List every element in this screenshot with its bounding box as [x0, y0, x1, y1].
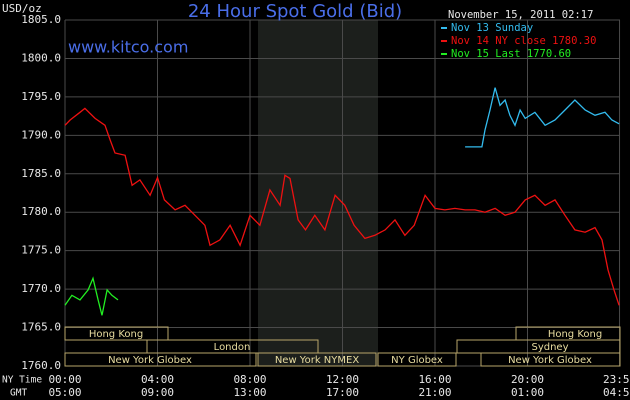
x-tick-label-gmt: 01:00 [511, 386, 544, 399]
session-label: New York NYMEX [275, 355, 360, 366]
nymex-shade [258, 20, 378, 366]
y-tick-label: 1775.0 [21, 244, 61, 257]
session-label: Hong Kong [548, 329, 602, 340]
session-label: NY Globex [391, 355, 443, 366]
y-axis-label: USD/oz [2, 2, 42, 15]
session-box [257, 352, 377, 367]
legend-label: Nov 13 Sunday [451, 22, 533, 34]
y-tick-label: 1780.0 [21, 205, 61, 218]
x-tick-label-gmt: 13:00 [233, 386, 266, 399]
session-box [515, 326, 621, 341]
y-tick-label: 1765.0 [21, 321, 61, 334]
series-line [465, 87, 620, 148]
legend-swatch [441, 40, 447, 42]
x-row-label: GMT [10, 388, 27, 399]
session-label: London [214, 342, 251, 353]
y-tick-label: 1760.0 [21, 359, 61, 372]
x-tick-label-gmt: 04:59 [603, 386, 630, 399]
session-label: Hong Kong [89, 329, 143, 340]
series-line [64, 276, 119, 316]
legend-swatch [441, 53, 447, 55]
series-line [64, 107, 620, 306]
x-tick-label: 04:00 [141, 373, 174, 386]
y-tick-label: 1770.0 [21, 282, 61, 295]
legend-label: Nov 14 NY close 1780.30 [451, 35, 596, 47]
sessions: Hong Kong London New York Globex New Yor… [64, 326, 621, 367]
x-tick-label: 23:59 [603, 373, 630, 386]
session-label: Sydney [531, 342, 568, 353]
session-box [64, 326, 169, 341]
session-label: New York Globex [108, 355, 192, 366]
y-tick-label: 1800.0 [21, 51, 61, 64]
session-box [377, 352, 457, 367]
timestamp: November 15, 2011 02:17 [448, 9, 593, 21]
session-label: New York Globex [508, 355, 592, 366]
x-tick-label: 00:00 [48, 373, 81, 386]
y-tick-label: 1790.0 [21, 128, 61, 141]
x-tick-label: 08:00 [233, 373, 266, 386]
x-tick-label: 12:00 [326, 373, 359, 386]
chart-title: 24 Hour Spot Gold (Bid) [188, 1, 402, 22]
x-row-label: NY Time [2, 375, 42, 386]
legend-swatch [441, 27, 447, 29]
y-tick-label: 1785.0 [21, 167, 61, 180]
website: www.kitco.com [68, 38, 188, 57]
y-tick-label: 1805.0 [21, 13, 61, 26]
session-box [480, 352, 621, 367]
x-tick-label-gmt: 17:00 [326, 386, 359, 399]
x-tick-label-gmt: 09:00 [141, 386, 174, 399]
x-tick-label-gmt: 21:00 [418, 386, 451, 399]
session-box [64, 352, 257, 367]
x-tick-label: 20:00 [511, 373, 544, 386]
legend-label: Nov 15 Last 1770.60 [451, 48, 571, 60]
x-tick-label-gmt: 05:00 [48, 386, 81, 399]
y-tick-label: 1795.0 [21, 90, 61, 103]
x-tick-label: 16:00 [418, 373, 451, 386]
